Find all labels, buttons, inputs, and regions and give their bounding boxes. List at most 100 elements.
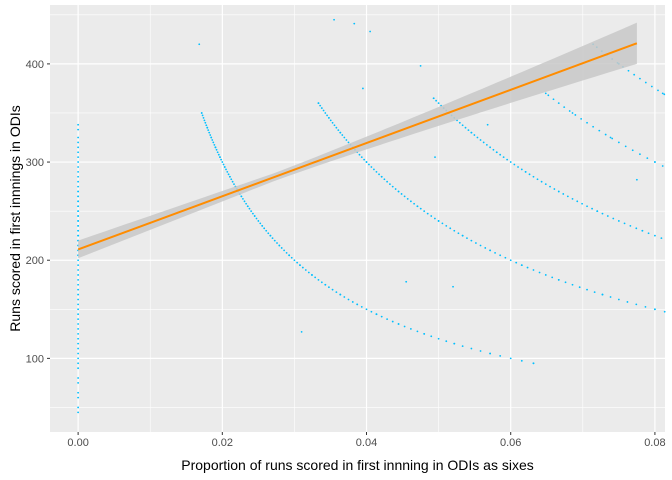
data-point [437,102,440,105]
data-point [259,222,262,225]
data-point [476,136,479,139]
data-point [495,151,498,154]
data-point [77,136,80,139]
data-point [557,102,560,105]
data-point [609,136,612,139]
data-point [77,362,80,365]
data-point [437,337,440,340]
data-point [317,278,320,281]
data-point [219,156,221,159]
data-point [201,114,204,117]
data-point [557,190,560,193]
data-point [571,283,574,286]
data-point [581,202,584,205]
data-point [230,178,233,181]
data-point [77,283,80,286]
data-point [347,298,350,301]
data-point [200,112,203,114]
data-point [250,210,253,213]
data-point [391,185,394,188]
data-point [204,121,207,124]
data-point [499,153,502,156]
data-point [269,234,272,237]
data-point [413,202,416,205]
data-point [328,286,330,289]
data-point [517,166,519,168]
data-point [245,202,248,205]
data-point [210,136,213,139]
data-point [430,215,433,217]
data-point [661,165,664,167]
data-point [386,180,389,183]
data-point [660,237,663,240]
data-point [466,237,468,240]
data-point [623,222,626,225]
data-point [626,301,629,303]
data-point [586,121,588,124]
data-point [77,141,80,144]
data-point [574,114,577,116]
data-point [470,239,473,242]
data-point [331,121,334,124]
data-point [240,195,243,198]
data-point [265,229,268,232]
y-tick-label: 300 [26,157,44,169]
data-point [593,291,596,294]
data-point [646,157,649,160]
data-point [568,110,571,112]
data-point [203,119,206,122]
data-point [248,207,251,210]
data-point [470,347,473,350]
x-tick-label: 0.02 [212,437,233,449]
data-point [609,296,612,298]
data-point [370,310,373,313]
data-point [77,128,80,131]
data-point [360,156,363,159]
data-point [538,271,541,274]
data-point [77,411,80,414]
data-point [601,212,604,215]
data-point [207,129,210,132]
data-point [77,406,80,409]
data-point [552,98,555,101]
data-point [479,139,482,141]
data-point [551,276,554,279]
data-point [563,106,566,108]
data-point [215,148,218,151]
data-point [77,382,80,384]
data-point [351,301,354,303]
data-point [635,227,638,230]
data-point [311,274,313,276]
data-point [576,200,579,203]
data-point [553,188,556,190]
data-point [233,183,235,186]
data-point [654,308,656,311]
data-point [596,210,599,213]
data-point [400,193,403,195]
data-point [243,200,246,203]
data-point [564,281,567,284]
data-point [606,215,609,217]
data-point [486,123,489,126]
data-point [423,210,426,213]
major-gridlines [50,5,665,432]
data-point [654,161,656,163]
data-point [290,256,293,259]
data-point [461,124,464,127]
data-point [644,305,647,308]
data-point [253,215,256,217]
data-point [394,188,397,190]
data-point [363,158,366,161]
data-point [257,220,260,222]
data-point [627,69,630,72]
data-point [544,92,547,95]
data-point [430,335,433,338]
data-point [77,151,80,154]
data-point [212,141,215,144]
data-point [77,220,80,222]
data-point [513,163,516,166]
data-point [403,195,406,198]
data-point [343,136,346,139]
data-point [580,117,583,120]
